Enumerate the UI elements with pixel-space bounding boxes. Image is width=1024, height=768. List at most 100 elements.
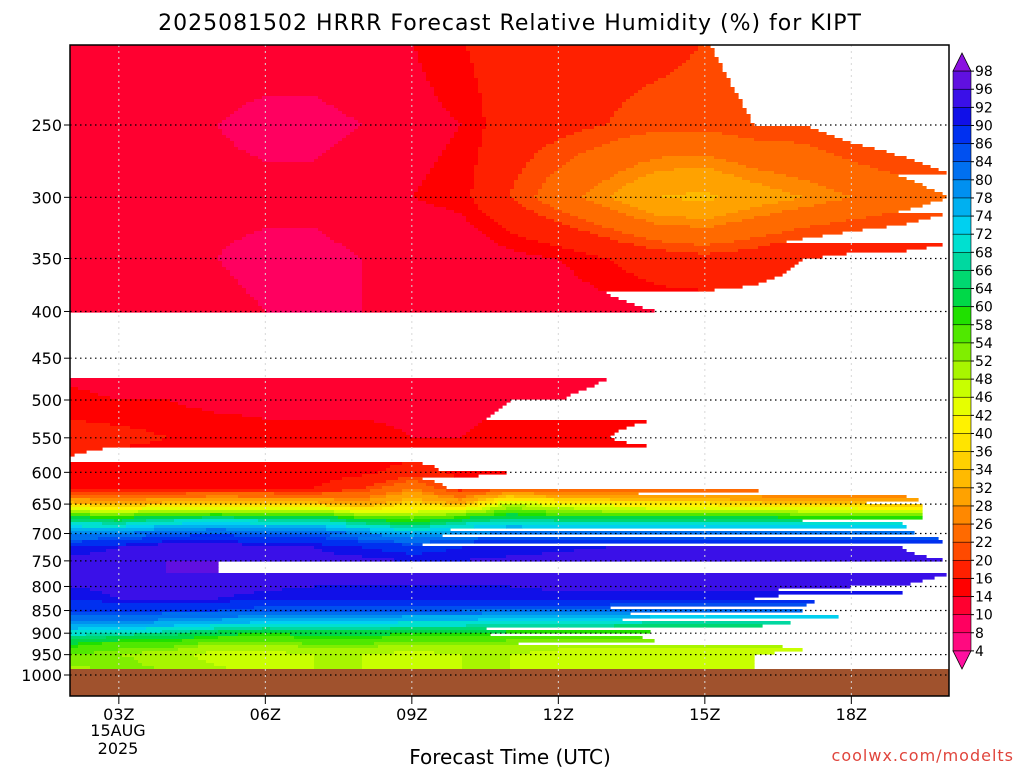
humidity-cell	[302, 642, 375, 646]
humidity-cell	[330, 237, 491, 241]
colorbar-swatch	[952, 596, 972, 616]
humidity-cell	[70, 468, 387, 472]
humidity-cell	[70, 654, 123, 658]
humidity-cell	[70, 537, 99, 541]
humidity-cell	[342, 477, 399, 481]
humidity-cell	[582, 129, 819, 133]
humidity-cell	[70, 510, 91, 514]
humidity-cell	[842, 156, 907, 160]
humidity-cell	[386, 468, 439, 472]
humidity-cell	[506, 639, 655, 643]
humidity-cell	[550, 243, 635, 247]
humidity-cell	[594, 222, 655, 226]
humidity-cell	[342, 489, 371, 493]
humidity-cell	[70, 249, 223, 253]
humidity-cell	[362, 288, 599, 292]
humidity-cell	[70, 108, 239, 112]
humidity-cell	[174, 624, 211, 628]
humidity-cell	[498, 501, 539, 505]
humidity-cell	[70, 60, 419, 64]
colorbar-label: 60	[975, 300, 993, 316]
y-tick-label: 950	[31, 646, 62, 665]
humidity-cell	[182, 639, 507, 643]
humidity-cell	[70, 426, 131, 430]
humidity-cell	[434, 492, 487, 496]
humidity-cell	[542, 186, 595, 190]
humidity-cell	[698, 252, 711, 256]
humidity-cell	[470, 189, 511, 193]
humidity-cell	[614, 228, 795, 232]
colorbar-swatch	[952, 179, 972, 199]
humidity-cell	[614, 192, 687, 196]
humidity-cell	[330, 507, 351, 511]
humidity-cell	[206, 495, 239, 499]
humidity-cell	[238, 615, 403, 619]
humidity-cell	[138, 660, 207, 664]
humidity-cell	[422, 63, 475, 67]
humidity-cell	[258, 519, 331, 523]
humidity-cell	[430, 168, 475, 172]
colorbar-swatch	[952, 270, 972, 290]
humidity-cell	[506, 495, 515, 499]
humidity-cell	[766, 234, 823, 238]
humidity-cell	[178, 633, 239, 637]
humidity-cell	[322, 543, 403, 547]
humidity-cell	[482, 99, 627, 103]
humidity-cell	[778, 516, 923, 520]
humidity-cell	[70, 642, 79, 646]
humidity-cell	[466, 513, 495, 517]
humidity-cell	[418, 60, 471, 64]
humidity-cell	[314, 159, 439, 163]
humidity-cell	[870, 504, 923, 508]
humidity-cell	[370, 531, 451, 535]
humidity-cell	[482, 108, 619, 112]
humidity-cell	[70, 126, 219, 130]
humidity-cell	[610, 141, 795, 145]
humidity-cell	[70, 405, 187, 409]
humidity-cell	[338, 141, 451, 145]
humidity-cell	[506, 630, 651, 634]
humidity-cell	[70, 84, 431, 88]
humidity-cell	[478, 204, 523, 208]
humidity-cell	[462, 519, 491, 523]
colorbar-label: 16	[975, 571, 993, 587]
humidity-cell	[690, 225, 715, 229]
colorbar-label: 68	[975, 245, 993, 261]
humidity-cell	[70, 45, 415, 49]
humidity-cell	[70, 411, 215, 415]
humidity-cell	[574, 249, 667, 253]
y-tick-label: 800	[31, 577, 62, 596]
humidity-cell	[162, 612, 483, 616]
humidity-cell	[154, 621, 251, 625]
humidity-cell	[726, 213, 771, 217]
humidity-cell	[166, 570, 219, 574]
humidity-cell	[782, 189, 835, 193]
humidity-cell	[382, 534, 411, 538]
humidity-cell	[478, 84, 647, 88]
humidity-cell	[754, 216, 867, 220]
colorbar-swatch	[952, 505, 972, 525]
humidity-cell	[474, 69, 675, 73]
colorbar-label: 36	[975, 445, 993, 461]
humidity-cell	[142, 651, 207, 655]
humidity-cell	[386, 492, 403, 496]
humidity-cell	[70, 552, 91, 556]
humidity-cell	[490, 216, 547, 220]
humidity-cell	[82, 540, 163, 544]
humidity-cell	[70, 624, 175, 628]
humidity-cell	[86, 633, 135, 637]
humidity-cell	[510, 657, 755, 661]
colorbar-label: 84	[975, 155, 993, 171]
humidity-cell	[578, 228, 615, 232]
humidity-cell	[618, 264, 795, 268]
humidity-cell	[362, 294, 611, 298]
humidity-cell	[250, 294, 363, 298]
humidity-cell	[70, 525, 83, 529]
humidity-cell	[166, 567, 219, 571]
humidity-cell	[206, 528, 227, 532]
humidity-cell	[350, 249, 515, 253]
humidity-cell	[290, 633, 391, 637]
humidity-cell	[162, 438, 615, 442]
humidity-cell	[626, 183, 763, 187]
